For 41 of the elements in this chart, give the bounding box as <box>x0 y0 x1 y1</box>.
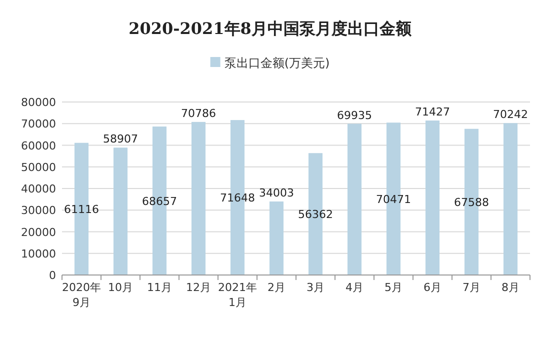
legend: 泵出口金额(万美元) <box>210 56 330 70</box>
bar <box>269 201 284 275</box>
data-label: 70242 <box>493 108 528 122</box>
y-tick-label: 20000 <box>21 226 56 239</box>
data-label: 56362 <box>298 208 333 222</box>
x-tick-label: 2020年 9月 <box>62 281 101 309</box>
x-tick-label: 3月 <box>306 281 324 294</box>
y-tick-label: 40000 <box>21 182 56 196</box>
x-tick-label: 7月 <box>462 281 480 294</box>
bar <box>347 124 362 275</box>
y-tick-label: 70000 <box>21 118 56 131</box>
data-label: 71648 <box>220 192 255 205</box>
data-label: 69935 <box>337 108 372 122</box>
y-tick-label: 30000 <box>21 204 56 218</box>
x-tick-label: 5月 <box>384 281 402 294</box>
x-tick-label: 8月 <box>502 281 520 294</box>
chart-title: 2020-2021年8月中国泵月度出口金额 <box>128 19 412 38</box>
x-tick-label: 10月 <box>108 281 133 294</box>
bar <box>113 148 128 275</box>
data-label: 70471 <box>376 192 411 206</box>
data-label: 67588 <box>454 196 489 209</box>
y-tick-label: 60000 <box>21 139 56 152</box>
x-tick-label: 4月 <box>346 281 364 294</box>
bar <box>425 120 440 275</box>
x-tick-label: 2月 <box>268 281 286 294</box>
data-label: 68657 <box>142 194 177 208</box>
data-label: 58907 <box>103 132 138 146</box>
x-tick-label: 11月 <box>147 281 172 294</box>
data-label: 61116 <box>64 202 99 216</box>
x-tick-label: 2021年 1月 <box>218 281 257 309</box>
data-label: 70786 <box>181 106 216 120</box>
y-tick-label: 50000 <box>21 160 56 174</box>
y-tick-label: 10000 <box>21 247 56 260</box>
x-tick-label: 6月 <box>424 281 442 294</box>
x-tick-label: 12月 <box>186 281 211 294</box>
bar <box>191 122 206 275</box>
data-label: 34003 <box>259 186 294 200</box>
y-tick-label: 80000 <box>21 96 56 109</box>
bar <box>503 123 518 275</box>
y-tick-label: 0 <box>49 269 56 282</box>
data-label: 71427 <box>415 106 450 119</box>
